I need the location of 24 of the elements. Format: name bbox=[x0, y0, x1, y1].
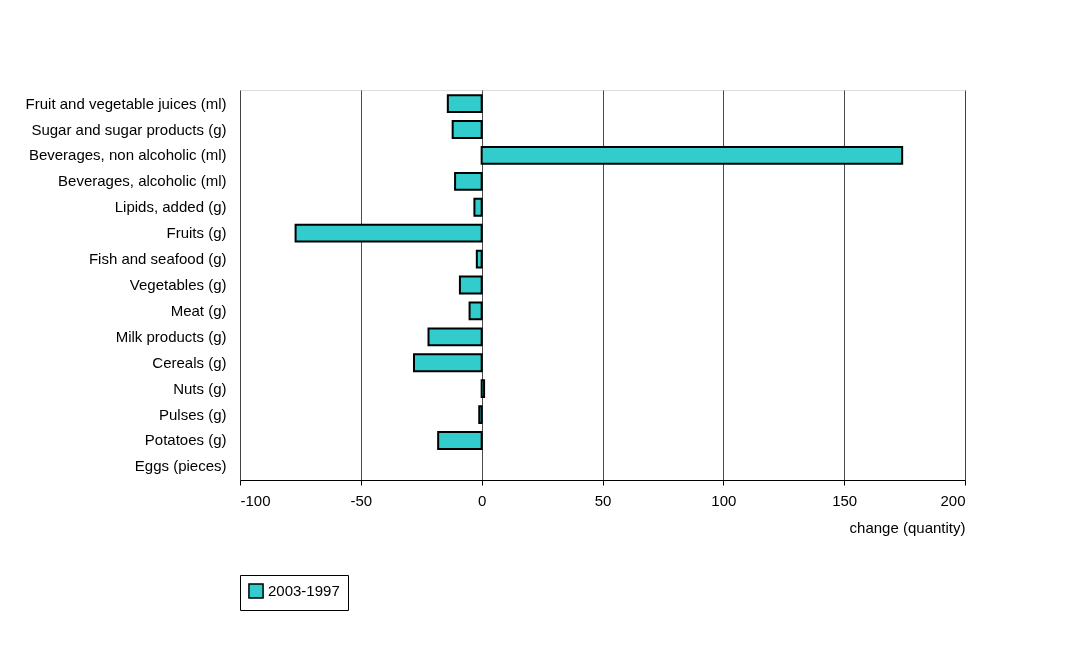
y-tick-label: Fish and seafood (g) bbox=[88, 250, 227, 268]
x-tick-label: -50 bbox=[350, 491, 373, 509]
x-tick-label: 150 bbox=[832, 491, 858, 509]
y-tick-label: Potatoes (g) bbox=[144, 431, 227, 449]
y-tick-label: Meat (g) bbox=[170, 301, 227, 319]
x-tick-label: 100 bbox=[711, 491, 737, 509]
y-tick-label: Beverages, non alcoholic (ml) bbox=[28, 146, 227, 164]
x-axis-title: change (quantity) bbox=[849, 518, 966, 536]
y-tick-label: Lipids, added (g) bbox=[114, 198, 227, 216]
y-tick-label: Eggs (pieces) bbox=[134, 457, 227, 475]
x-tick-label: 50 bbox=[594, 491, 612, 509]
y-tick-label: Fruit and vegetable juices (ml) bbox=[25, 94, 227, 112]
x-tick-label: 200 bbox=[940, 491, 966, 509]
y-tick-label: Beverages, alcoholic (ml) bbox=[58, 172, 227, 190]
y-tick-label: Cereals (g) bbox=[152, 353, 227, 371]
x-tick-label: -100 bbox=[240, 491, 271, 509]
y-tick-label: Vegetables (g) bbox=[129, 276, 227, 293]
x-tick-label: 0 bbox=[477, 491, 487, 509]
y-tick-label: Nuts (g) bbox=[173, 379, 227, 397]
y-tick-label: Milk products (g) bbox=[115, 327, 227, 345]
y-tick-label: Pulses (g) bbox=[158, 405, 227, 423]
legend-label: 2003-1997 bbox=[268, 582, 340, 599]
y-tick-label: Sugar and sugar products (g) bbox=[31, 120, 227, 138]
y-tick-label: Fruits (g) bbox=[166, 224, 227, 242]
